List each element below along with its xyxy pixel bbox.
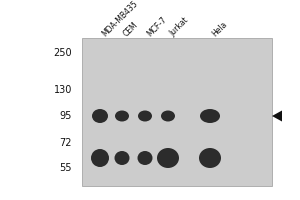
Bar: [82, 38, 272, 186]
Text: 72: 72: [59, 138, 72, 148]
Text: 55: 55: [59, 163, 72, 173]
Text: Jurkat: Jurkat: [168, 16, 190, 38]
Ellipse shape: [92, 109, 108, 123]
Ellipse shape: [161, 110, 175, 121]
Polygon shape: [272, 110, 282, 121]
Ellipse shape: [137, 151, 152, 165]
Text: 95: 95: [60, 111, 72, 121]
Text: MCF-7: MCF-7: [145, 15, 168, 38]
Text: MDA-MB435: MDA-MB435: [100, 0, 139, 38]
Ellipse shape: [200, 109, 220, 123]
Ellipse shape: [199, 148, 221, 168]
Ellipse shape: [138, 110, 152, 121]
Text: CEM: CEM: [122, 20, 140, 38]
Ellipse shape: [115, 110, 129, 121]
Ellipse shape: [157, 148, 179, 168]
Text: 250: 250: [53, 48, 72, 58]
Text: 130: 130: [54, 85, 72, 95]
Text: Hela: Hela: [210, 19, 229, 38]
Ellipse shape: [91, 149, 109, 167]
Ellipse shape: [115, 151, 130, 165]
